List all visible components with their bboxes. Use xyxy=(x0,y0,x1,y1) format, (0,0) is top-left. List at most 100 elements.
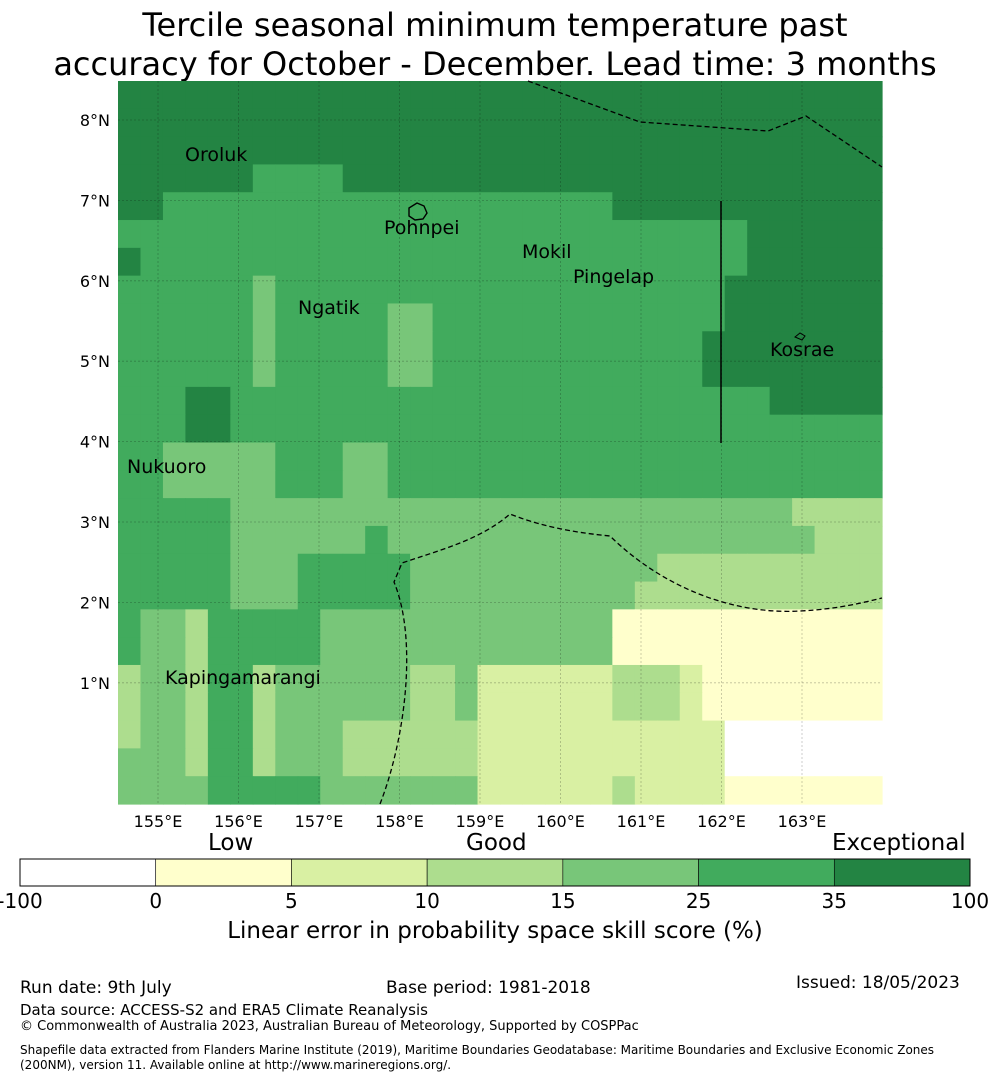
grid-cell xyxy=(207,553,231,583)
grid-cell xyxy=(747,414,771,444)
grid-cell xyxy=(589,553,613,583)
grid-cell xyxy=(118,525,142,555)
grid-cell xyxy=(792,581,816,610)
colorbar-tick-label: 10 xyxy=(414,889,440,913)
grid-cell xyxy=(118,609,142,638)
grid-cell xyxy=(567,525,591,555)
grid-cell xyxy=(410,776,434,805)
grid-cell xyxy=(275,386,299,416)
grid-cell xyxy=(612,136,636,166)
colorbar-label: Linear error in probability space skill … xyxy=(227,918,763,944)
grid-cell xyxy=(747,386,771,416)
grid-cell xyxy=(455,664,479,694)
grid-cell xyxy=(410,442,434,471)
grid-cell xyxy=(679,108,703,138)
grid-cell xyxy=(477,692,501,722)
grid-cell xyxy=(589,220,613,249)
grid-cell xyxy=(657,525,681,555)
grid-cell xyxy=(252,692,276,722)
grid-cell xyxy=(275,303,299,332)
grid-cell xyxy=(342,720,366,749)
grid-cell xyxy=(612,442,636,471)
grid-cell xyxy=(544,498,569,527)
skill-grid-cells xyxy=(118,81,883,805)
grid-cell xyxy=(320,692,344,722)
grid-cell xyxy=(477,553,501,583)
grid-cell xyxy=(702,81,726,110)
grid-cell xyxy=(679,81,703,110)
grid-cell xyxy=(769,637,793,666)
grid-cell xyxy=(320,359,344,388)
grid-cell xyxy=(724,664,748,694)
grid-cell xyxy=(500,414,524,444)
grid-cell xyxy=(679,442,703,471)
grid-cell xyxy=(500,609,524,638)
grid-cell xyxy=(275,359,299,388)
grid-cell xyxy=(365,164,389,193)
grid-cell xyxy=(365,220,389,249)
grid-cell xyxy=(589,247,613,277)
grid-cell xyxy=(387,414,411,444)
base-period: Base period: 1981-2018 xyxy=(386,978,591,998)
grid-cell xyxy=(275,498,299,527)
grid-cell xyxy=(410,609,434,638)
grid-cell xyxy=(455,136,479,166)
grid-cell xyxy=(297,581,321,610)
grid-cell xyxy=(724,442,748,471)
map-title-line-2: accuracy for October - December. Lead ti… xyxy=(53,45,937,83)
grid-cell xyxy=(297,498,321,527)
grid-cell xyxy=(702,720,726,749)
grid-cell xyxy=(702,498,726,527)
grid-cell xyxy=(432,637,456,666)
grid-cell xyxy=(500,442,524,471)
grid-cell xyxy=(118,720,142,749)
grid-cell xyxy=(252,720,276,749)
grid-cell xyxy=(207,470,231,499)
colorbar-segment xyxy=(426,858,564,887)
grid-cell xyxy=(679,192,703,221)
latitude-label: 1°N xyxy=(80,674,110,693)
map-title-line-1: Tercile seasonal minimum temperature pas… xyxy=(142,6,848,44)
grid-cell xyxy=(410,498,434,527)
grid-cell xyxy=(387,331,411,360)
grid-cell xyxy=(252,303,276,332)
grid-cell xyxy=(252,414,276,444)
grid-cell xyxy=(634,748,658,777)
grid-cell xyxy=(230,664,254,694)
grid-cell xyxy=(837,637,861,666)
grid-cell xyxy=(702,470,726,499)
place-label-nukuoro: Nukuoro xyxy=(127,456,206,478)
grid-cell xyxy=(207,664,231,694)
grid-cell xyxy=(567,442,591,471)
grid-cell xyxy=(297,692,321,722)
grid-cell xyxy=(702,164,726,193)
grid-cell xyxy=(589,81,613,110)
grid-cell xyxy=(657,776,681,805)
grid-cell xyxy=(275,525,299,555)
eez-boundary-south xyxy=(379,513,883,805)
grid-cell xyxy=(724,136,748,166)
grid-cell xyxy=(724,498,748,527)
grid-cell xyxy=(185,553,209,583)
grid-cell xyxy=(275,553,299,583)
longitude-labels: 155°E 156°E 157°E 158°E 159°E 160°E 161°E 162°E… xyxy=(134,812,827,831)
grid-cell xyxy=(522,386,546,416)
grid-cell xyxy=(297,525,321,555)
grid-cell xyxy=(410,553,434,583)
grid-cell xyxy=(410,164,434,193)
grid-cell xyxy=(859,498,883,527)
grid-cell xyxy=(432,692,456,722)
grid-cell xyxy=(679,720,703,749)
colorbar-segment xyxy=(698,858,835,887)
grid-cell xyxy=(544,748,569,777)
grid-cell xyxy=(567,81,591,110)
grid-cell xyxy=(230,581,254,610)
grid-cell xyxy=(657,581,681,610)
grid-cell xyxy=(297,303,321,332)
grid-cell xyxy=(477,581,501,610)
colorbar-tick-label: -100 xyxy=(0,889,43,913)
grid-cell xyxy=(747,192,771,221)
grid-cell xyxy=(567,748,591,777)
grid-cell xyxy=(252,220,276,249)
grid-cell xyxy=(567,331,591,360)
